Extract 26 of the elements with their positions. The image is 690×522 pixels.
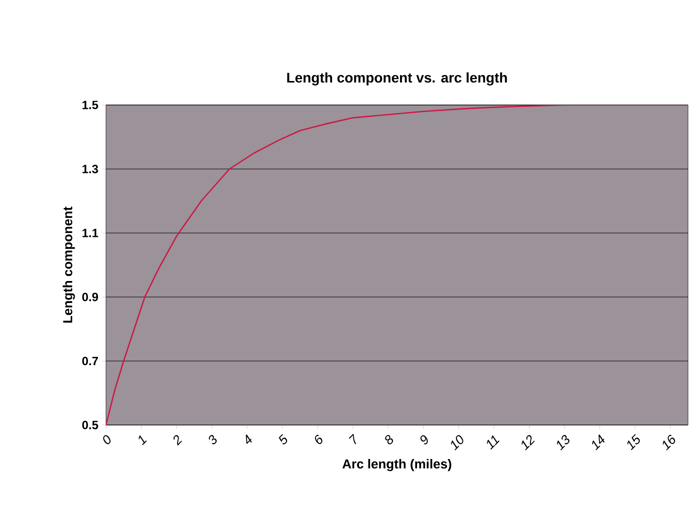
x-tick-label: 2 — [174, 435, 182, 446]
chart-title: Length component vs. arc length — [287, 72, 507, 86]
x-tick-label: 14 — [592, 434, 605, 450]
x-tick-label: 13 — [556, 434, 570, 450]
x-tick-label: 9 — [420, 435, 428, 444]
y-tick-label: 0.5 — [82, 420, 98, 430]
x-tick-label: 3 — [208, 434, 217, 444]
y-tick-label: 1.1 — [82, 228, 98, 238]
x-tick-label: 0 — [103, 435, 111, 444]
x-tick-label: 7 — [348, 434, 356, 444]
y-tick-label: 0.7 — [82, 356, 98, 366]
x-tick-label: 1 — [138, 435, 147, 446]
y-tick-label: 0.9 — [82, 292, 98, 302]
x-tick-label: 4 — [246, 434, 252, 444]
y-tick-label: 1.3 — [82, 164, 98, 174]
x-tick-label: 16 — [662, 434, 676, 450]
y-axis-title: Length component — [62, 206, 75, 323]
x-tick-label: 6 — [315, 434, 322, 444]
y-tick-label: 1.5 — [82, 100, 98, 110]
x-tick-label: 11 — [486, 435, 500, 450]
x-tick-label: 15 — [627, 434, 640, 450]
x-tick-label: 8 — [385, 434, 394, 444]
x-axis-title: Arc length (miles) — [342, 458, 452, 472]
x-tick-label: 12 — [522, 435, 535, 450]
x-tick-label: 10 — [451, 435, 464, 450]
x-tick-label: 5 — [278, 434, 288, 444]
